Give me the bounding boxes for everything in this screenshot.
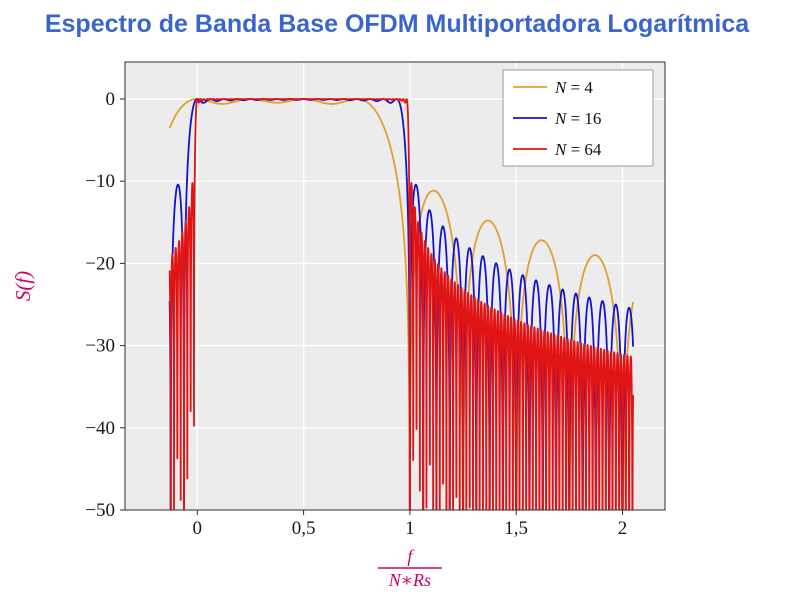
y-tick-label: −40 [85, 418, 115, 439]
x-tick-label: 1 [405, 518, 415, 539]
tick-marks [120, 98, 623, 515]
chart-title: Espectro de Banda Base OFDM Multiportado… [44, 9, 750, 38]
y-tick-label: −20 [85, 253, 115, 274]
x-tick-label: 2 [618, 518, 628, 539]
legend-label-N16: N = 16 [554, 109, 601, 128]
y-axis-label: S(f) [11, 271, 35, 301]
x-axis-label-denominator: N∗Rs [388, 570, 431, 590]
legend: N = 4 N = 16 N = 64 [502, 69, 654, 167]
y-tick-label: −50 [85, 500, 115, 521]
x-tick-label: 1,5 [504, 518, 528, 539]
series-lines [168, 98, 635, 510]
legend-label-N64: N = 64 [554, 140, 602, 159]
y-tick-label: 0 [106, 89, 116, 110]
y-tick-label: −10 [85, 171, 115, 192]
plot-frame [124, 61, 666, 511]
chart-title-bar: Espectro de Banda Base OFDM Multiportado… [0, 0, 794, 48]
series-line-N64 [168, 98, 635, 510]
ofdm-spectrum-chart: 0 0,5 1 1,5 20−10−20−30−40−50N = 4N = 16N = … [11, 61, 666, 590]
x-tick-label: 0,5 [292, 518, 316, 539]
legend-label-N4: N = 4 [554, 78, 593, 97]
x-axis-label-numerator: f [407, 546, 415, 566]
tick-labels: 0 0,5 1 1,5 2 0 −10 −20 −30 −40 −50 [85, 89, 627, 539]
x-axis-label: f N∗Rs [377, 546, 442, 590]
x-tick-label: 0 [193, 518, 203, 539]
y-tick-label: −30 [85, 336, 115, 357]
